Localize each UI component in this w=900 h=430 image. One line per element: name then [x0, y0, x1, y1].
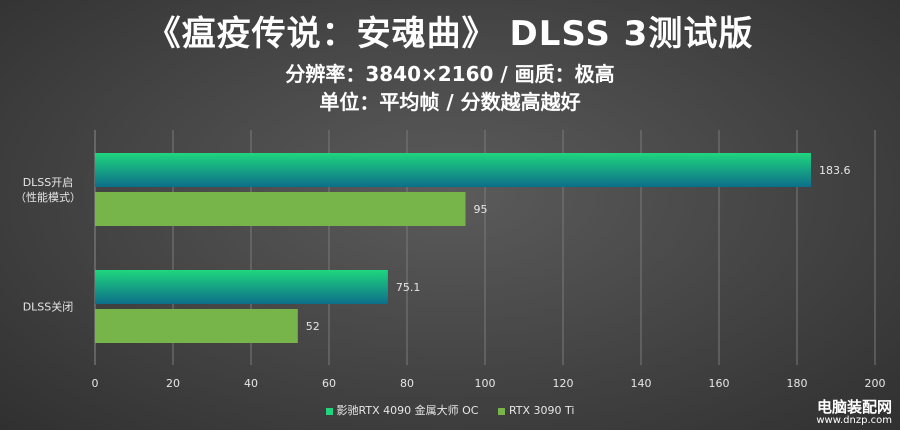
bar-series-2-cat-2	[95, 309, 298, 343]
chart-subtitle-unit: 单位：平均帧 / 分数越高越好	[319, 90, 581, 114]
y-category-label: DLSS关闭	[23, 300, 74, 314]
x-tick-label: 80	[400, 377, 414, 390]
data-label: 75.1	[396, 281, 421, 294]
watermark-logo: 电脑装配网 www.dnzp.com	[816, 397, 892, 426]
x-tick-label: 100	[475, 377, 496, 390]
legend-swatch-series-1	[325, 407, 333, 415]
chart-subtitle-resolution: 分辨率：3840×2160 / 画质：极高	[285, 62, 615, 86]
legend-label-series-2: RTX 3090 Ti	[508, 404, 575, 417]
bar-series-1-cat-2	[95, 270, 388, 304]
legend-item-series-1: 影驰RTX 4090 金属大师 OC	[325, 402, 479, 418]
labels: 0 20 40 60 80 100 120 140 160 180 200 183.6 95 DLSS开启…	[15, 164, 886, 390]
x-tick-label: 180	[787, 377, 808, 390]
x-tick-label: 140	[631, 377, 652, 390]
x-tick-label: 60	[322, 377, 336, 390]
data-label: 183.6	[819, 164, 851, 177]
y-category-label: DLSS开启	[23, 176, 74, 189]
legend-swatch-series-2	[497, 407, 505, 415]
watermark-name: 电脑装配网	[816, 397, 892, 416]
x-tick-label: 40	[244, 377, 258, 390]
x-tick-label: 200	[865, 377, 886, 390]
bar-series-1-cat-1	[95, 153, 812, 187]
x-tick-label: 0	[92, 377, 99, 390]
y-category-label: （性能模式）	[15, 190, 81, 204]
legend-label-series-1: 影驰RTX 4090 金属大师 OC	[336, 404, 479, 417]
x-tick-label: 120	[553, 377, 574, 390]
legend: 影驰RTX 4090 金属大师 OC RTX 3090 Ti	[0, 402, 900, 418]
x-tick-label: 20	[166, 377, 180, 390]
watermark-url: www.dnzp.com	[816, 415, 892, 426]
bars	[95, 153, 812, 343]
chart-title: 《瘟疫传说：安魂曲》 DLSS 3测试版	[146, 14, 754, 54]
bar-series-2-cat-1	[95, 192, 466, 226]
legend-item-series-2: RTX 3090 Ti	[497, 404, 575, 417]
x-tick-label: 160	[709, 377, 730, 390]
data-label: 95	[474, 203, 488, 216]
data-label: 52	[306, 320, 320, 333]
